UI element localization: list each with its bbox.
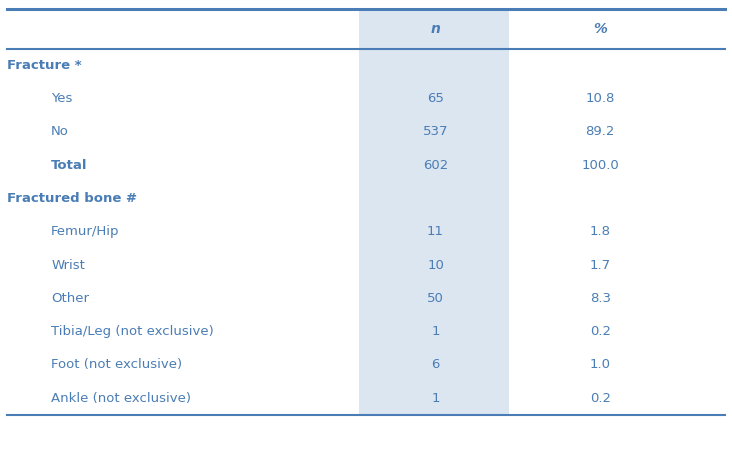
Text: 65: 65 bbox=[427, 92, 444, 105]
Text: 537: 537 bbox=[423, 126, 448, 138]
Text: Wrist: Wrist bbox=[51, 259, 85, 271]
Text: No: No bbox=[51, 126, 69, 138]
Text: 8.3: 8.3 bbox=[590, 292, 610, 305]
Text: 0.2: 0.2 bbox=[590, 392, 610, 405]
Text: 1: 1 bbox=[431, 392, 440, 405]
Text: Fracture *: Fracture * bbox=[7, 59, 82, 72]
Text: Fractured bone #: Fractured bone # bbox=[7, 192, 138, 205]
Text: 1.8: 1.8 bbox=[590, 225, 610, 238]
Text: Femur/Hip: Femur/Hip bbox=[51, 225, 120, 238]
Bar bbox=[359, 9, 509, 415]
Text: 10: 10 bbox=[427, 259, 444, 271]
Text: 1.0: 1.0 bbox=[590, 359, 610, 371]
Text: 0.2: 0.2 bbox=[590, 325, 610, 338]
Text: 89.2: 89.2 bbox=[586, 126, 615, 138]
Text: 1: 1 bbox=[431, 325, 440, 338]
Text: 6: 6 bbox=[431, 359, 440, 371]
Text: 10.8: 10.8 bbox=[586, 92, 615, 105]
Text: Yes: Yes bbox=[51, 92, 72, 105]
Text: Total: Total bbox=[51, 159, 88, 171]
Text: Other: Other bbox=[51, 292, 89, 305]
Text: Foot (not exclusive): Foot (not exclusive) bbox=[51, 359, 182, 371]
Text: 50: 50 bbox=[427, 292, 444, 305]
Text: Ankle (not exclusive): Ankle (not exclusive) bbox=[51, 392, 191, 405]
Text: %: % bbox=[594, 22, 607, 36]
Text: n: n bbox=[430, 22, 441, 36]
Text: 100.0: 100.0 bbox=[581, 159, 619, 171]
Text: Tibia/Leg (not exclusive): Tibia/Leg (not exclusive) bbox=[51, 325, 214, 338]
Text: 602: 602 bbox=[423, 159, 448, 171]
Text: 1.7: 1.7 bbox=[590, 259, 610, 271]
Text: 11: 11 bbox=[427, 225, 444, 238]
